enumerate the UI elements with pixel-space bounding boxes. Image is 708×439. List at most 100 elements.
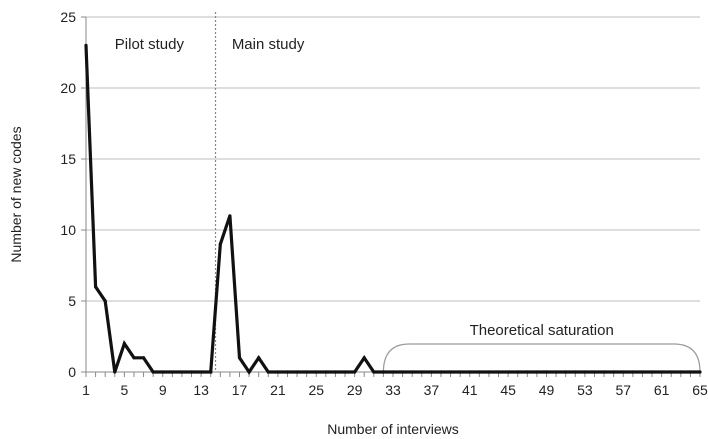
data-point-21 [276, 370, 280, 374]
main-study-label: Main study [232, 36, 305, 53]
data-point-28 [343, 370, 347, 374]
y-tick-label-0: 0 [68, 364, 76, 380]
x-tick-label-1: 1 [82, 382, 90, 398]
data-point-58 [631, 370, 635, 374]
theoretical-saturation-bracket [382, 343, 701, 373]
data-point-23 [295, 370, 299, 374]
data-point-2 [93, 285, 98, 289]
data-point-57 [621, 370, 625, 374]
x-tick-label-65: 65 [692, 382, 708, 398]
data-point-8 [151, 370, 155, 374]
data-point-27 [333, 370, 338, 374]
data-point-9 [161, 370, 165, 374]
data-point-53 [583, 370, 587, 374]
data-point-22 [285, 370, 290, 374]
data-point-18 [247, 370, 251, 374]
data-point-45 [506, 370, 510, 374]
data-point-42 [477, 370, 481, 374]
data-point-38 [439, 370, 443, 374]
pilot-study-label: Pilot study [115, 36, 185, 53]
y-tick-label-10: 10 [60, 222, 76, 238]
data-point-32 [381, 370, 386, 374]
data-point-13 [199, 370, 203, 374]
x-tick-label-25: 25 [308, 382, 324, 398]
x-axis-label: Number of interviews [327, 421, 459, 437]
y-tick-labels: 0 5 10 15 20 25 [60, 9, 76, 380]
data-point-60 [650, 370, 654, 374]
x-tick-label-9: 9 [159, 382, 167, 398]
x-tick-label-17: 17 [232, 382, 248, 398]
data-point-25 [314, 370, 318, 374]
data-point-17 [237, 356, 242, 360]
x-tick-label-61: 61 [654, 382, 670, 398]
data-point-12 [189, 370, 194, 374]
data-point-44 [496, 370, 501, 374]
data-point-1 [84, 43, 88, 48]
y-tick-label-25: 25 [60, 9, 76, 25]
data-point-41 [468, 370, 472, 374]
data-point-47 [525, 370, 529, 374]
data-point-26 [324, 370, 328, 374]
y-axis-label: Number of new codes [8, 126, 24, 262]
data-point-6 [132, 356, 136, 360]
x-tick-label-29: 29 [347, 382, 363, 398]
data-point-35 [410, 370, 414, 374]
data-point-40 [458, 370, 462, 374]
y-tick-label-5: 5 [68, 293, 76, 309]
data-point-3 [103, 299, 107, 303]
data-point-20 [266, 370, 270, 374]
data-point-55 [602, 370, 606, 374]
x-tick-label-49: 49 [539, 382, 555, 398]
x-tick-label-33: 33 [385, 382, 401, 398]
data-point-61 [660, 370, 664, 374]
x-tick-label-53: 53 [577, 382, 593, 398]
data-point-36 [420, 370, 424, 374]
x-tick-labels: 1 5 9 13 17 21 25 29 33 37 41 45 49 53 57 61 65 [82, 382, 708, 398]
data-point-19 [257, 356, 261, 360]
x-tick-label-37: 37 [424, 382, 440, 398]
data-point-30 [362, 356, 366, 360]
data-point-7 [141, 356, 146, 360]
data-point-43 [487, 370, 491, 374]
data-point-31 [372, 370, 376, 374]
data-point-62 [669, 370, 673, 374]
data-point-10 [170, 370, 174, 374]
data-point-34 [400, 370, 405, 374]
data-point-16 [228, 214, 232, 218]
data-point-49 [544, 370, 549, 374]
data-point-15 [218, 242, 222, 246]
annotations: Pilot study Main study Theoretical satur… [115, 12, 701, 373]
x-tick-label-57: 57 [615, 382, 631, 398]
data-point-37 [429, 370, 433, 374]
y-tick-label-15: 15 [60, 151, 76, 167]
data-point-5 [122, 342, 126, 346]
data-point-64 [688, 370, 693, 374]
data-point-56 [612, 370, 616, 374]
data-point-65 [698, 370, 702, 374]
data-point-59 [640, 370, 645, 374]
y-tick-label-20: 20 [60, 80, 76, 96]
data-point-39 [448, 370, 453, 374]
theoretical-saturation-label: Theoretical saturation [470, 322, 614, 339]
data-point-46 [516, 370, 520, 374]
data-point-4 [113, 370, 117, 374]
data-point-50 [554, 370, 558, 374]
data-point-48 [535, 370, 539, 374]
x-tick-label-5: 5 [120, 382, 128, 398]
data-point-51 [564, 370, 568, 374]
x-tick-label-41: 41 [462, 382, 478, 398]
data-point-24 [305, 370, 309, 374]
x-tick-label-45: 45 [500, 382, 516, 398]
x-tick-label-13: 13 [193, 382, 209, 398]
data-point-29 [353, 370, 357, 374]
data-point-11 [180, 370, 184, 374]
series-layer [84, 43, 702, 375]
x-tick-label-21: 21 [270, 382, 286, 398]
data-point-14 [209, 370, 213, 374]
data-point-33 [391, 370, 395, 374]
data-point-52 [573, 370, 577, 374]
data-point-54 [592, 370, 597, 374]
gridlines [86, 16, 700, 302]
data-point-63 [679, 370, 683, 374]
